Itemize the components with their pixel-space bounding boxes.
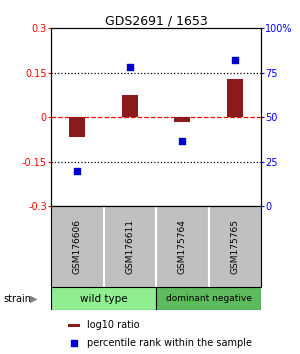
Text: log10 ratio: log10 ratio [87, 320, 139, 330]
Title: GDS2691 / 1653: GDS2691 / 1653 [105, 14, 207, 27]
Bar [227, 79, 243, 118]
Text: GSM176606: GSM176606 [73, 219, 82, 274]
Point [72, 340, 76, 346]
Bar [174, 118, 190, 122]
Text: ▶: ▶ [30, 294, 38, 304]
Point [180, 138, 185, 143]
Bar [68, 324, 80, 327]
Text: GSM175765: GSM175765 [230, 219, 239, 274]
Text: percentile rank within the sample: percentile rank within the sample [87, 338, 252, 348]
Point [75, 168, 80, 173]
Text: dominant negative: dominant negative [166, 294, 251, 303]
Bar [156, 287, 261, 310]
Text: strain: strain [3, 294, 31, 304]
Text: wild type: wild type [80, 294, 127, 304]
Point [232, 58, 237, 63]
Point [128, 65, 132, 70]
Text: GSM176611: GSM176611 [125, 219, 134, 274]
Text: GSM175764: GSM175764 [178, 219, 187, 274]
Bar [51, 287, 156, 310]
Bar [122, 95, 138, 118]
Bar [69, 118, 85, 137]
